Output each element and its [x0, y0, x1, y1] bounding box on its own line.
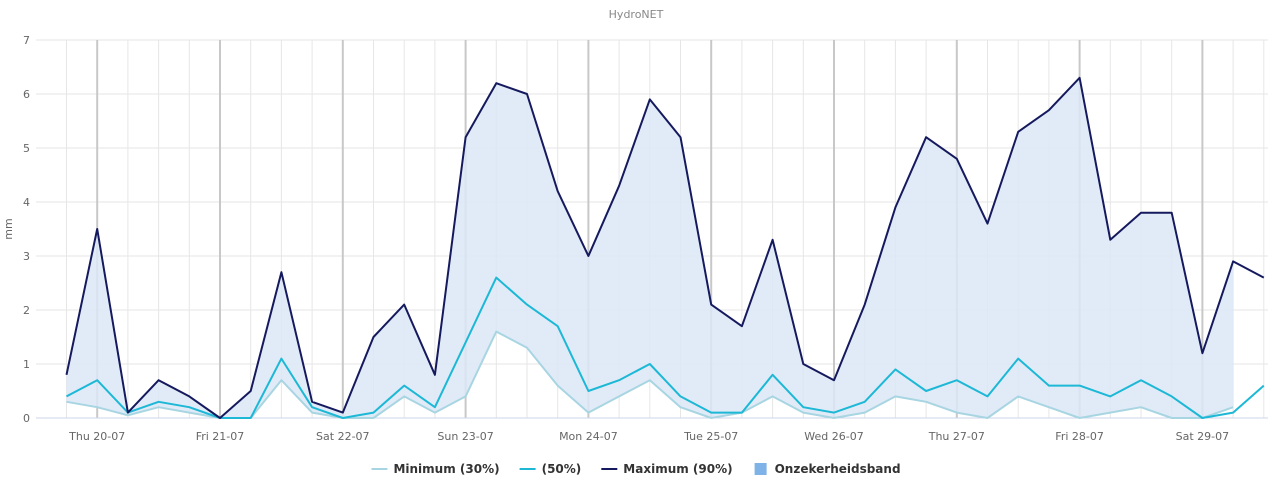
y-tick-label: 7: [23, 34, 30, 47]
y-tick-label: 5: [23, 142, 30, 155]
band-area: [66, 77, 1234, 419]
x-tick-label: Fri 28-07: [1055, 430, 1104, 443]
y-tick-label: 4: [23, 196, 30, 209]
x-tick-label: Sun 23-07: [437, 430, 493, 443]
uncertainty-band: [66, 77, 1234, 419]
series-line-1: [66, 276, 1265, 419]
chart-title: HydroNET: [609, 8, 664, 21]
legend-item: Minimum (30%): [371, 462, 500, 476]
legend-item: (50%): [519, 462, 582, 476]
x-tick-labels: Thu 20-07 Fri 21-07 Sat 22-07 Sun 23-07 Mon …: [68, 430, 1229, 443]
x-tick-label: Tue 25-07: [683, 430, 738, 443]
legend-label: Maximum (90%): [623, 462, 732, 476]
legend: Minimum (30%) (50%) Maximum (90%) Onzekerhe…: [371, 462, 901, 476]
x-tick-label: Fri 21-07: [196, 430, 245, 443]
y-tick-label: 3: [23, 250, 30, 263]
legend-item: Onzekerheidsband: [754, 462, 901, 476]
y-tick-label: 6: [23, 88, 30, 101]
x-tick-label: Mon 24-07: [559, 430, 618, 443]
y-tick-labels: 0 1 2 3 4 5 6 7: [23, 34, 30, 425]
legend-label: (50%): [542, 462, 582, 476]
y-tick-label: 1: [23, 358, 30, 371]
series-line-0: [66, 330, 1234, 419]
legend-label: Onzekerheidsband: [775, 462, 901, 476]
x-tick-label: Wed 26-07: [804, 430, 863, 443]
y-tick-label: 2: [23, 304, 30, 317]
series-line-2: [65, 76, 1265, 419]
x-tick-label: Thu 20-07: [68, 430, 125, 443]
y-axis-label: mm: [2, 218, 15, 239]
legend-item: Maximum (90%): [601, 462, 733, 476]
y-tick-label: 0: [23, 412, 30, 425]
x-tick-label: Sat 22-07: [316, 430, 370, 443]
series-lines: [65, 76, 1265, 419]
x-tick-label: Thu 27-07: [928, 430, 985, 443]
legend-box-symbol: [754, 463, 767, 475]
x-tick-label: Sat 29-07: [1176, 430, 1230, 443]
legend-label: Minimum (30%): [393, 462, 499, 476]
